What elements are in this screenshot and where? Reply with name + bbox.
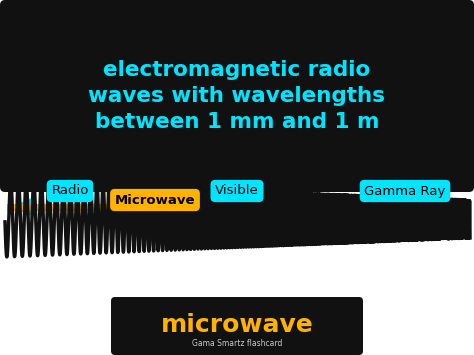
Text: Microwave: Microwave — [115, 193, 195, 207]
FancyBboxPatch shape — [111, 297, 363, 355]
Text: Radio: Radio — [51, 185, 89, 197]
FancyBboxPatch shape — [0, 0, 474, 192]
Text: Gamma Ray: Gamma Ray — [365, 185, 446, 197]
Text: electromagnetic radio
waves with wavelengths
between 1 mm and 1 m: electromagnetic radio waves with wavelen… — [89, 60, 385, 132]
Text: microwave: microwave — [161, 313, 313, 337]
Text: Gama Smartz flashcard: Gama Smartz flashcard — [192, 339, 282, 348]
Text: Visible: Visible — [215, 185, 259, 197]
